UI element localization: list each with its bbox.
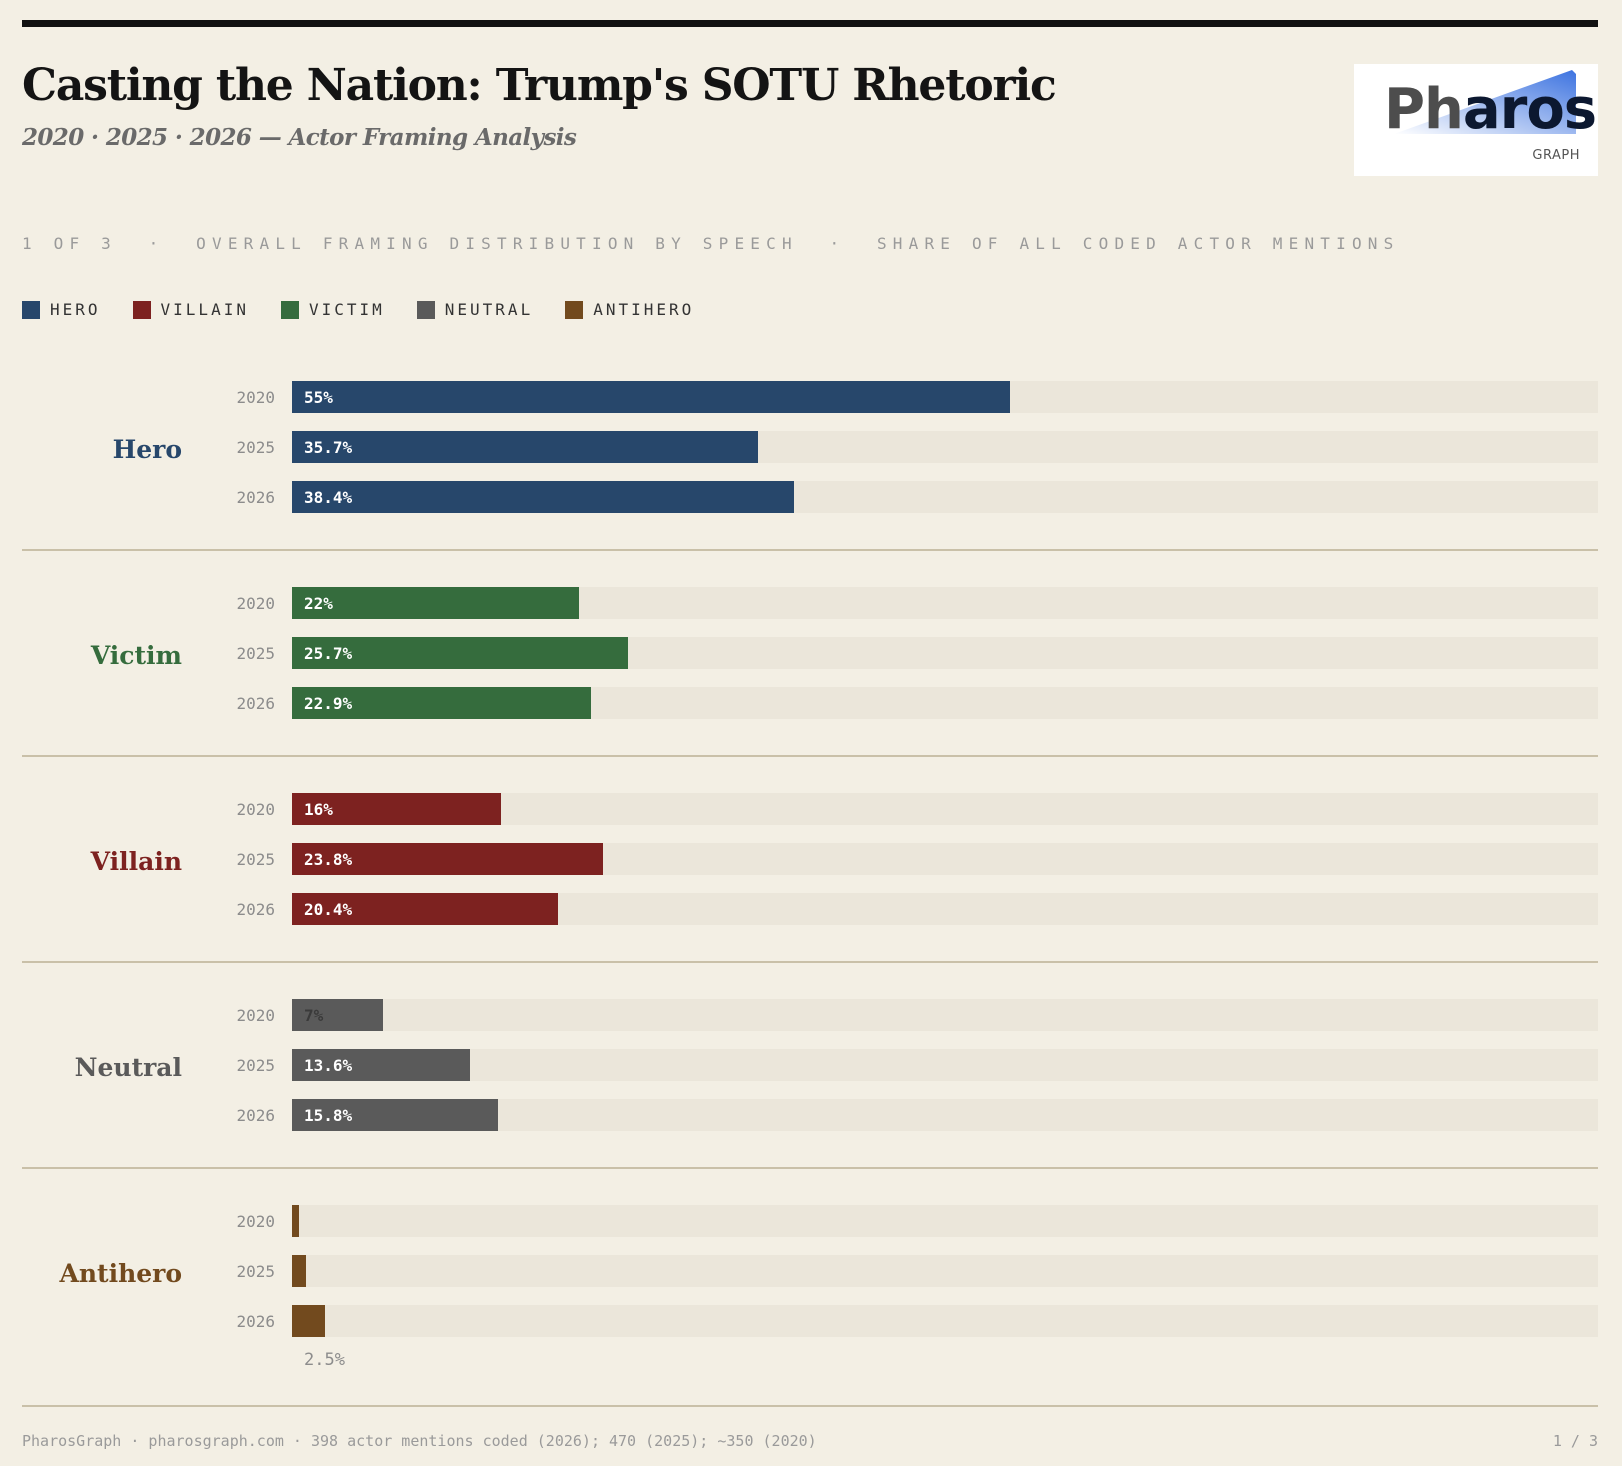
bar-value-label: 25.7% (304, 644, 353, 663)
group-label-villain: Villain (90, 847, 182, 876)
bar-value-label: 38.4% (304, 488, 353, 507)
bar-note-label-antihero: 2.5% (304, 1350, 345, 1370)
legend-swatch (280, 300, 299, 319)
logo-gradient-shape (1394, 70, 1576, 134)
legend-label: ANTIHERO (593, 300, 695, 319)
bar-antihero-2025 (292, 1255, 307, 1287)
year-label: 2020 (236, 1212, 275, 1231)
year-label: 2020 (236, 594, 275, 613)
bar-track: 55% (292, 381, 1598, 413)
bar-victim-2025 (292, 637, 628, 669)
year-label: 2020 (236, 1006, 275, 1025)
legend-item-neutral: NEUTRAL (416, 300, 534, 319)
bar-track: 38.4% (292, 481, 1598, 513)
bar-track: 35.7% (292, 431, 1598, 463)
legend-label: HERO (50, 300, 101, 319)
bar-value-label: 22.9% (304, 694, 353, 713)
bar-value-label: 22% (304, 594, 333, 613)
group-divider (22, 1167, 1598, 1169)
year-label: 2025 (236, 850, 275, 869)
legend-item-hero: HERO (22, 300, 101, 319)
bar-victim-2020 (292, 587, 580, 619)
bar-hero-2020 (292, 381, 1011, 413)
legend: HERO VILLAIN VICTIM NEUTRAL ANTIHERO (22, 300, 726, 319)
bar-track: 16% (292, 793, 1598, 825)
bar-villain-2020 (292, 793, 501, 825)
footer-source: PharosGraph · pharosgraph.com · 398 acto… (22, 1432, 817, 1450)
bar-value-label: 13.6% (304, 1056, 353, 1075)
bar-track: 23.8% (292, 843, 1598, 875)
bar-hero-2025 (292, 431, 759, 463)
legend-swatch (132, 300, 151, 319)
year-label: 2026 (236, 900, 275, 919)
year-label: 2020 (236, 388, 275, 407)
year-label: 2025 (236, 1262, 275, 1281)
bar-track: 22% (292, 587, 1598, 619)
bar-track: 22.9% (292, 687, 1598, 719)
year-label: 2025 (236, 644, 275, 663)
bar-neutral-2025 (292, 1049, 470, 1081)
group-divider (22, 961, 1598, 963)
legend-label: VILLAIN (160, 300, 249, 319)
bar-value-label: 20.4% (304, 900, 353, 919)
group-label-neutral: Neutral (74, 1053, 182, 1082)
bar-track (292, 1255, 1598, 1287)
top-rule (22, 20, 1598, 27)
bar-hero-2026 (292, 481, 794, 513)
group-divider (22, 755, 1598, 757)
legend-item-antihero: ANTIHERO (565, 300, 694, 319)
bar-villain-2026 (292, 893, 559, 925)
bar-track: 13.6% (292, 1049, 1598, 1081)
bar-track: 25.7% (292, 637, 1598, 669)
year-label: 2025 (236, 1056, 275, 1075)
section-label: 1 OF 3 · OVERALL FRAMING DISTRIBUTION BY… (22, 234, 1400, 253)
legend-swatch (416, 300, 435, 319)
year-label: 2025 (236, 438, 275, 457)
footer-page-number: 1 / 3 (1552, 1432, 1598, 1450)
bar-value-label: 23.8% (304, 850, 353, 869)
group-divider (22, 1405, 1598, 1407)
bar-value-label: 55% (304, 388, 333, 407)
bar-victim-2026 (292, 687, 592, 719)
legend-swatch (22, 300, 40, 319)
legend-swatch (565, 300, 584, 319)
bar-villain-2025 (292, 843, 603, 875)
group-label-victim: Victim (90, 641, 182, 670)
bar-track (292, 1205, 1598, 1237)
bar-antihero-2020 (292, 1205, 299, 1237)
legend-item-victim: VICTIM (280, 300, 385, 319)
group-divider (22, 549, 1598, 551)
bar-value-label: 15.8% (304, 1106, 353, 1125)
year-label: 2026 (236, 1312, 275, 1331)
bar-track: 7% (292, 999, 1598, 1031)
page-subtitle: 2020 · 2025 · 2026 — Actor Framing Analy… (22, 124, 577, 151)
logo-wordmark: Pharos (1384, 77, 1597, 142)
bar-track: 20.4% (292, 893, 1598, 925)
bar-track: 15.8% (292, 1099, 1598, 1131)
legend-label: VICTIM (308, 300, 385, 319)
bar-value-label: 35.7% (304, 438, 353, 457)
year-label: 2026 (236, 488, 275, 507)
bar-track (292, 1305, 1598, 1337)
page-title: Casting the Nation: Trump's SOTU Rhetori… (22, 60, 1057, 111)
year-label: 2026 (236, 694, 275, 713)
bar-neutral-2020 (292, 999, 384, 1031)
year-label: 2020 (236, 800, 275, 819)
pharos-logo: Pharos GRAPH (1354, 64, 1598, 176)
bar-neutral-2026 (292, 1099, 499, 1131)
bar-value-label: 16% (304, 800, 333, 819)
group-label-hero: Hero (112, 435, 182, 464)
logo-subtext: GRAPH (1532, 148, 1580, 163)
group-label-antihero: Antihero (59, 1259, 182, 1288)
bar-value-label: 7% (304, 1006, 324, 1025)
bar-antihero-2026 (292, 1305, 325, 1337)
year-label: 2026 (236, 1106, 275, 1125)
legend-item-villain: VILLAIN (132, 300, 249, 319)
legend-label: NEUTRAL (444, 300, 534, 319)
